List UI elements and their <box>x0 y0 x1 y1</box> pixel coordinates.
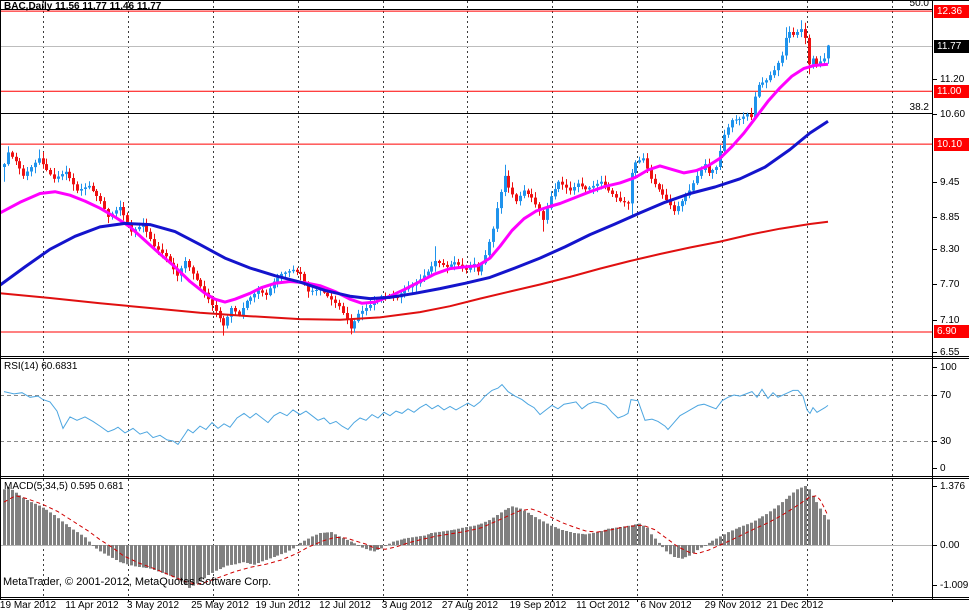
ma-fast-magenta-line <box>0 62 829 305</box>
macd-histogram <box>0 486 932 588</box>
ma-mid-blue-line <box>0 120 829 301</box>
macd-signal-line <box>3 495 829 585</box>
axis-tick-marks <box>933 79 937 586</box>
candlesticks <box>3 20 830 336</box>
rsi-panel-graphics <box>0 383 932 446</box>
ma-slow-red-line <box>0 220 829 321</box>
